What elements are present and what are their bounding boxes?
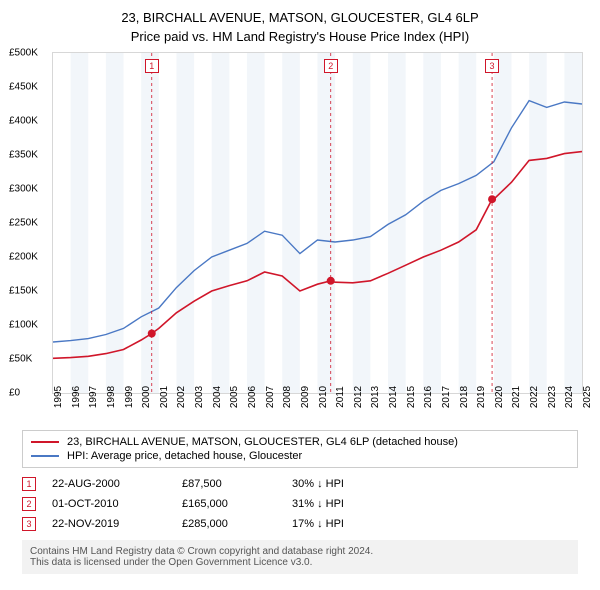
transaction-price: £285,000	[182, 518, 292, 530]
legend-item: 23, BIRCHALL AVENUE, MATSON, GLOUCESTER,…	[31, 435, 569, 449]
y-tick-label: £200K	[9, 252, 38, 263]
y-tick-label: £300K	[9, 184, 38, 195]
transaction-price: £87,500	[182, 478, 292, 490]
chart-svg	[53, 53, 582, 393]
legend-swatch	[31, 455, 59, 457]
transaction-diff: 30% ↓ HPI	[292, 478, 344, 490]
legend-swatch	[31, 441, 59, 443]
transaction-row: 1 22-AUG-2000 £87,500 30% ↓ HPI	[22, 474, 578, 494]
chart-marker-label: 3	[485, 59, 499, 73]
y-tick-label: £450K	[9, 82, 38, 93]
y-tick-label: £150K	[9, 286, 38, 297]
legend-label: HPI: Average price, detached house, Glou…	[67, 450, 302, 462]
chart-title-line1: 23, BIRCHALL AVENUE, MATSON, GLOUCESTER,…	[12, 8, 588, 27]
transaction-marker: 3	[22, 517, 36, 531]
transaction-price: £165,000	[182, 498, 292, 510]
transaction-marker: 1	[22, 477, 36, 491]
transaction-diff: 17% ↓ HPI	[292, 518, 344, 530]
footer-note: Contains HM Land Registry data © Crown c…	[22, 540, 578, 574]
legend-item: HPI: Average price, detached house, Glou…	[31, 449, 569, 463]
transaction-diff: 31% ↓ HPI	[292, 498, 344, 510]
transaction-date: 01-OCT-2010	[52, 498, 182, 510]
footer-line1: Contains HM Land Registry data © Crown c…	[30, 546, 570, 557]
chart-title-line2: Price paid vs. HM Land Registry's House …	[12, 27, 588, 52]
y-tick-label: £100K	[9, 320, 38, 331]
transaction-row: 2 01-OCT-2010 £165,000 31% ↓ HPI	[22, 494, 578, 514]
chart-area: 123£0£50K£100K£150K£200K£250K£300K£350K£…	[52, 52, 583, 422]
y-tick-label: £400K	[9, 116, 38, 127]
footer-line2: This data is licensed under the Open Gov…	[30, 557, 570, 568]
legend-label: 23, BIRCHALL AVENUE, MATSON, GLOUCESTER,…	[67, 436, 458, 448]
legend: 23, BIRCHALL AVENUE, MATSON, GLOUCESTER,…	[22, 430, 578, 468]
chart-marker-label: 2	[324, 59, 338, 73]
y-tick-label: £50K	[9, 354, 32, 365]
y-tick-label: £350K	[9, 150, 38, 161]
y-tick-label: £0	[9, 388, 20, 399]
transaction-marker: 2	[22, 497, 36, 511]
y-tick-label: £250K	[9, 218, 38, 229]
transaction-date: 22-NOV-2019	[52, 518, 182, 530]
chart-marker-label: 1	[145, 59, 159, 73]
transaction-date: 22-AUG-2000	[52, 478, 182, 490]
plot-region: 123£0£50K£100K£150K£200K£250K£300K£350K£…	[52, 52, 583, 394]
transactions-table: 1 22-AUG-2000 £87,500 30% ↓ HPI 2 01-OCT…	[22, 474, 578, 534]
y-tick-label: £500K	[9, 48, 38, 59]
transaction-row: 3 22-NOV-2019 £285,000 17% ↓ HPI	[22, 514, 578, 534]
